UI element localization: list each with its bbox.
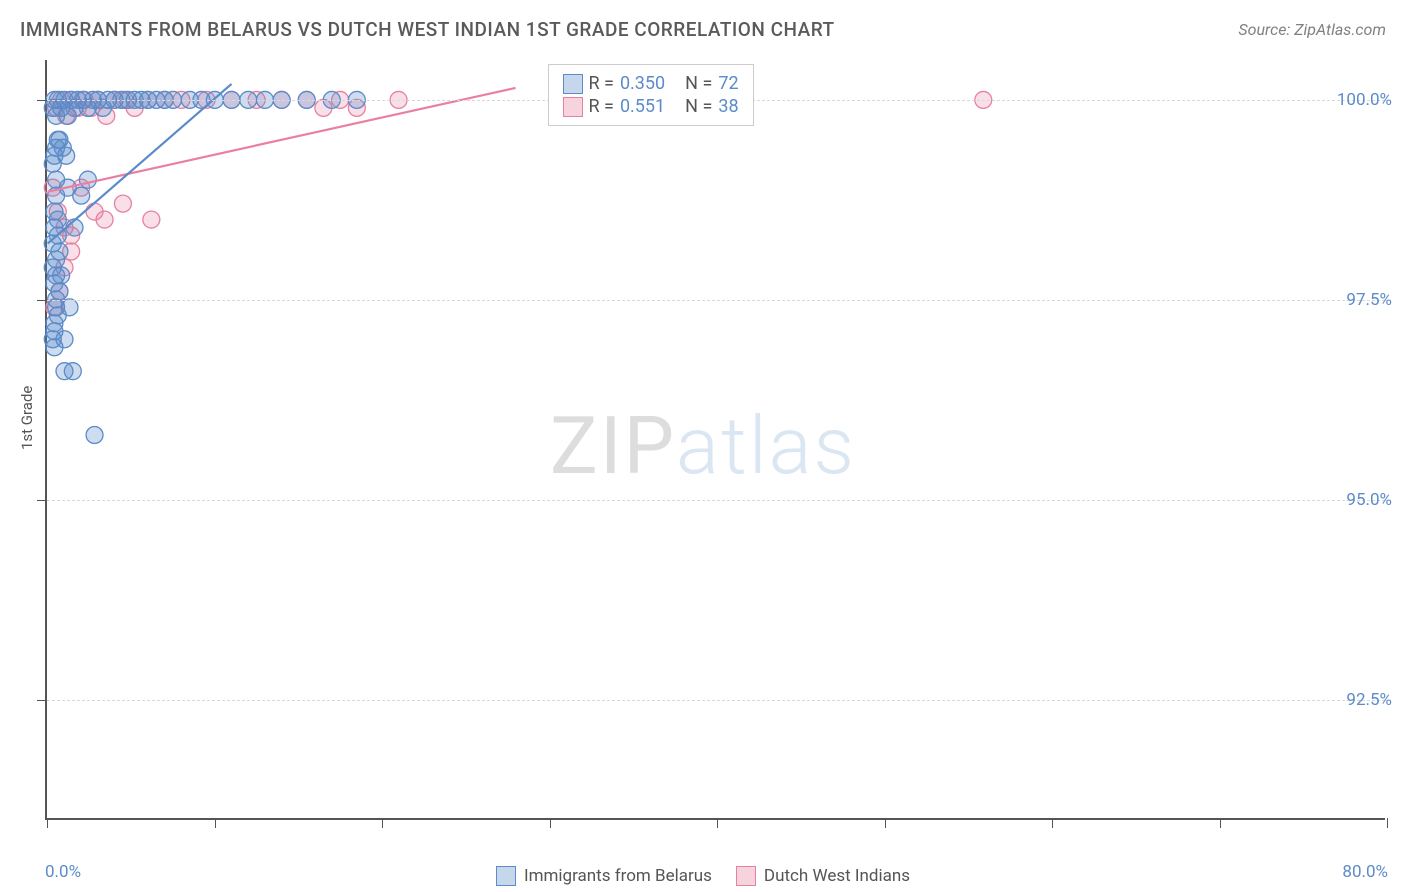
source-attribution: Source: ZipAtlas.com <box>1238 20 1386 39</box>
swatch-pink-icon <box>736 866 756 886</box>
data-point <box>51 243 68 260</box>
y-tick <box>37 100 47 101</box>
data-point <box>143 211 160 228</box>
data-point <box>51 283 68 300</box>
data-point <box>96 211 113 228</box>
swatch-blue-icon <box>496 866 516 886</box>
legend-blue-label: Immigrants from Belarus <box>524 866 712 886</box>
y-tick <box>37 700 47 701</box>
data-point <box>56 331 73 348</box>
gridline <box>47 300 1385 301</box>
x-tick-label: 80.0% <box>1342 862 1388 882</box>
data-point <box>58 147 75 164</box>
x-tick <box>382 818 383 828</box>
y-tick-label: 92.5% <box>1346 690 1392 710</box>
gridline <box>47 700 1385 701</box>
x-tick <box>215 818 216 828</box>
bottom-legend: Immigrants from Belarus Dutch West India… <box>0 866 1406 886</box>
stat-n-label: N = <box>685 96 712 117</box>
data-point <box>114 195 131 212</box>
x-tick <box>885 818 886 828</box>
stats-row-pink: R = 0.551 N = 38 <box>563 96 739 117</box>
data-point <box>79 171 96 188</box>
stat-r-label: R = <box>589 96 614 117</box>
chart-title: IMMIGRANTS FROM BELARUS VS DUTCH WEST IN… <box>20 18 835 41</box>
x-tick <box>47 818 48 828</box>
x-tick-label: 0.0% <box>45 862 81 882</box>
data-point <box>86 427 103 444</box>
stat-n-blue: 72 <box>718 73 738 94</box>
data-point <box>61 299 78 316</box>
x-tick <box>717 818 718 828</box>
swatch-pink-icon <box>563 97 583 117</box>
plot-area <box>45 60 1385 820</box>
stats-legend: R = 0.350 N = 72 R = 0.551 N = 38 <box>548 64 754 126</box>
y-tick <box>37 500 47 501</box>
scatter-plot-svg <box>47 60 1385 818</box>
x-tick <box>1387 818 1388 828</box>
data-point <box>49 211 66 228</box>
stat-n-pink: 38 <box>718 96 738 117</box>
data-point <box>46 315 63 332</box>
y-axis-label: 1st Grade <box>18 386 36 450</box>
stat-r-pink: 0.551 <box>620 96 665 117</box>
stat-r-blue: 0.350 <box>620 73 665 94</box>
y-tick-label: 97.5% <box>1346 290 1392 310</box>
data-point <box>53 267 70 284</box>
y-tick <box>37 300 47 301</box>
legend-item-pink: Dutch West Indians <box>736 866 910 886</box>
gridline <box>47 500 1385 501</box>
data-point <box>64 363 81 380</box>
stat-r-label: R = <box>589 73 614 94</box>
swatch-blue-icon <box>563 74 583 94</box>
x-tick <box>550 818 551 828</box>
stats-row-blue: R = 0.350 N = 72 <box>563 73 739 94</box>
x-tick <box>1220 818 1221 828</box>
data-point <box>48 171 65 188</box>
legend-pink-label: Dutch West Indians <box>764 866 910 886</box>
y-tick-label: 100.0% <box>1337 90 1392 110</box>
stat-n-label: N = <box>685 73 712 94</box>
legend-item-blue: Immigrants from Belarus <box>496 866 712 886</box>
y-tick-label: 95.0% <box>1346 490 1392 510</box>
x-tick <box>1052 818 1053 828</box>
